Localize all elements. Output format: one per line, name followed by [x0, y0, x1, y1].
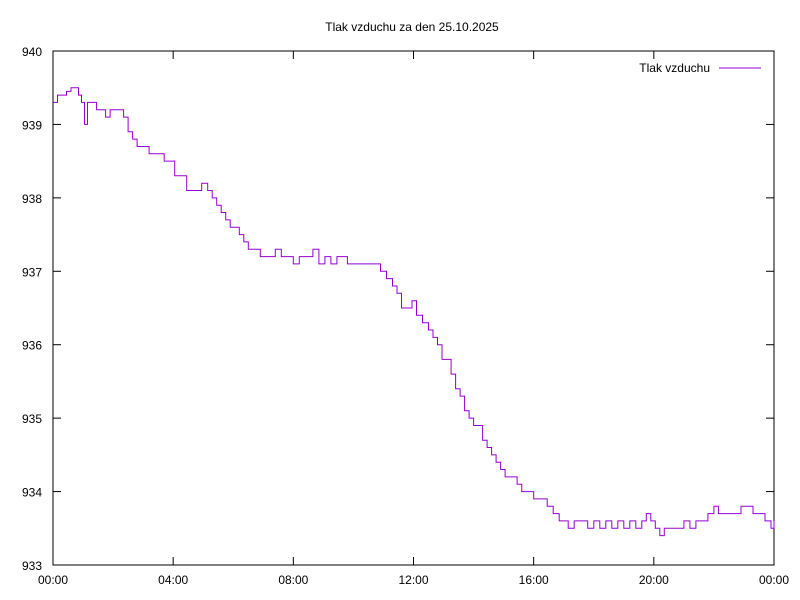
legend: Tlak vzduchu	[639, 61, 761, 75]
x-tick-label: 08:00	[278, 573, 308, 587]
x-axis: 00:00 04:00 08:00 12:00 16:00 20:00 00:00	[38, 51, 789, 587]
x-tick-label: 04:00	[158, 573, 188, 587]
x-tick-label: 20:00	[639, 573, 669, 587]
y-axis: 933 934 935 936 937 938 939 940	[22, 45, 774, 573]
x-tick-label: 00:00	[759, 573, 789, 587]
x-tick-label: 12:00	[398, 573, 428, 587]
x-tick-label: 16:00	[519, 573, 549, 587]
y-tick-label: 936	[22, 339, 42, 353]
x-tick-label: 00:00	[38, 573, 68, 587]
plot-frame	[52, 50, 775, 566]
y-tick-label: 933	[22, 559, 42, 573]
y-tick-label: 938	[22, 192, 42, 206]
series-layer	[53, 87, 775, 537]
y-tick-label: 940	[22, 45, 42, 59]
y-tick-label: 937	[22, 265, 42, 279]
chart-title: Tlak vzduchu za den 25.10.2025	[325, 20, 499, 34]
legend-label: Tlak vzduchu	[639, 61, 710, 75]
y-tick-label: 934	[22, 486, 42, 500]
series-line	[53, 87, 775, 537]
y-tick-label: 935	[22, 412, 42, 426]
y-tick-label: 939	[22, 118, 42, 132]
